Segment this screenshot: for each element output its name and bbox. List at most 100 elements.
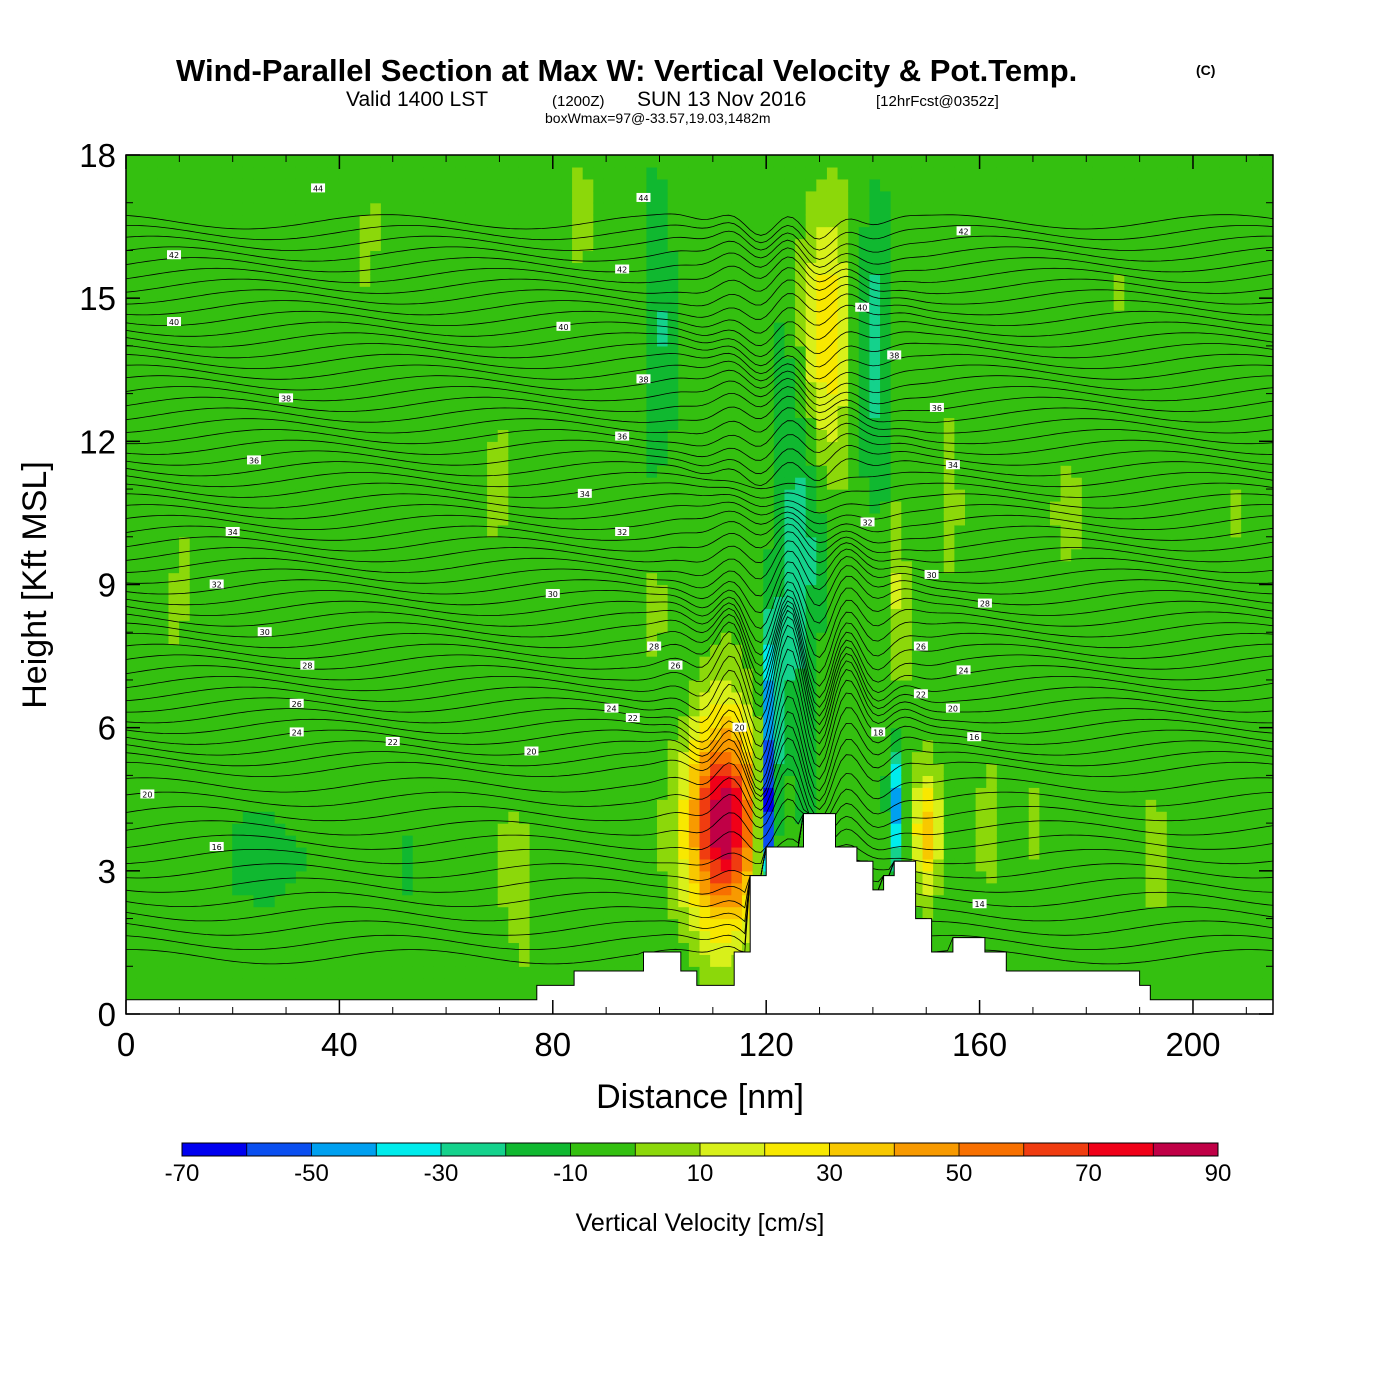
w-cell bbox=[189, 870, 201, 884]
w-cell bbox=[593, 608, 605, 621]
w-cell bbox=[157, 286, 170, 299]
w-cell bbox=[731, 620, 743, 633]
w-cell bbox=[380, 190, 393, 204]
w-cell bbox=[423, 489, 435, 502]
w-cell bbox=[455, 166, 467, 180]
w-cell bbox=[826, 238, 839, 252]
w-cell bbox=[349, 477, 361, 490]
w-cell bbox=[285, 441, 297, 454]
w-cell bbox=[179, 441, 191, 454]
w-cell bbox=[306, 500, 318, 514]
w-cell bbox=[136, 632, 148, 645]
w-cell bbox=[487, 942, 499, 955]
w-cell bbox=[274, 274, 286, 287]
w-cell bbox=[423, 644, 435, 657]
w-cell bbox=[126, 763, 138, 776]
w-cell bbox=[741, 775, 754, 788]
w-cell bbox=[242, 703, 255, 717]
w-cell bbox=[635, 823, 647, 836]
w-cell bbox=[593, 453, 605, 466]
w-cell bbox=[688, 644, 701, 657]
w-cell bbox=[582, 906, 594, 920]
w-cell bbox=[837, 262, 849, 275]
w-cell bbox=[688, 178, 701, 192]
w-cell bbox=[550, 656, 563, 669]
w-cell bbox=[688, 166, 701, 180]
w-cell bbox=[635, 751, 647, 765]
w-cell bbox=[731, 405, 743, 419]
w-cell bbox=[667, 632, 679, 645]
w-cell bbox=[699, 357, 711, 371]
w-cell bbox=[805, 512, 817, 526]
w-cell bbox=[572, 238, 584, 252]
w-cell bbox=[582, 560, 594, 574]
w-cell bbox=[412, 966, 424, 979]
w-cell bbox=[497, 536, 509, 550]
w-cell bbox=[784, 536, 796, 550]
w-cell bbox=[232, 190, 244, 204]
w-cell bbox=[816, 668, 828, 681]
w-cell bbox=[338, 369, 350, 383]
w-cell bbox=[221, 274, 233, 287]
w-cell bbox=[858, 787, 871, 800]
w-cell bbox=[444, 894, 456, 908]
w-cell bbox=[306, 524, 318, 538]
w-cell bbox=[593, 357, 605, 371]
w-cell bbox=[168, 858, 180, 872]
w-cell bbox=[147, 679, 159, 693]
w-cell bbox=[667, 739, 679, 753]
w-cell bbox=[327, 906, 340, 920]
w-cell bbox=[126, 966, 138, 979]
w-cell bbox=[327, 500, 340, 514]
w-cell bbox=[210, 155, 223, 168]
w-cell bbox=[444, 560, 456, 574]
w-cell bbox=[582, 369, 594, 383]
w-cell bbox=[210, 703, 223, 717]
w-cell bbox=[412, 238, 424, 252]
w-cell bbox=[582, 381, 594, 395]
w-cell bbox=[157, 489, 170, 502]
w-cell bbox=[200, 930, 212, 944]
w-cell bbox=[402, 477, 414, 490]
w-cell bbox=[508, 250, 520, 263]
w-cell bbox=[412, 715, 424, 729]
w-cell bbox=[497, 954, 509, 967]
w-cell bbox=[402, 942, 414, 955]
w-cell bbox=[550, 596, 563, 609]
w-cell bbox=[561, 310, 573, 323]
w-cell bbox=[763, 202, 775, 216]
w-cell bbox=[423, 262, 435, 275]
w-cell bbox=[763, 799, 775, 812]
w-cell bbox=[253, 668, 265, 681]
w-cell bbox=[561, 870, 573, 884]
w-cell bbox=[784, 333, 796, 347]
w-cell bbox=[285, 787, 297, 800]
w-cell bbox=[412, 345, 424, 359]
w-cell bbox=[710, 656, 722, 669]
w-cell bbox=[157, 691, 170, 705]
w-cell bbox=[497, 524, 509, 538]
w-cell bbox=[816, 155, 828, 168]
w-cell bbox=[741, 393, 754, 407]
w-cell bbox=[657, 202, 669, 216]
w-cell bbox=[763, 298, 775, 311]
w-cell bbox=[476, 536, 488, 550]
w-cell bbox=[848, 214, 860, 228]
w-cell bbox=[327, 727, 340, 741]
w-cell bbox=[189, 500, 201, 514]
w-cell bbox=[412, 918, 424, 932]
w-cell bbox=[593, 632, 605, 645]
w-cell bbox=[189, 381, 201, 395]
w-cell bbox=[189, 453, 201, 466]
w-cell bbox=[688, 322, 701, 335]
w-cell bbox=[179, 668, 191, 681]
w-cell bbox=[805, 620, 817, 633]
w-cell bbox=[242, 262, 255, 275]
w-cell bbox=[497, 679, 509, 693]
w-cell bbox=[657, 190, 669, 204]
w-cell bbox=[295, 858, 308, 872]
w-cell bbox=[795, 310, 807, 323]
w-cell bbox=[423, 668, 435, 681]
w-cell bbox=[837, 536, 849, 550]
w-cell bbox=[423, 524, 435, 538]
